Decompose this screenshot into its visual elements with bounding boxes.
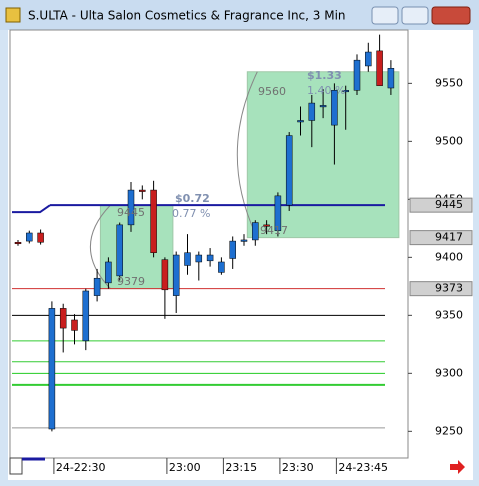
level-step bbox=[12, 204, 51, 214]
candle-body bbox=[342, 90, 349, 93]
candle-body bbox=[319, 105, 327, 108]
y-tick-label: 9400 bbox=[435, 250, 463, 263]
x-tick-label: 23:15 bbox=[225, 461, 257, 474]
candle-body bbox=[161, 259, 169, 291]
candle-body bbox=[48, 308, 56, 430]
candle-body bbox=[218, 261, 225, 273]
candle-body bbox=[285, 135, 293, 206]
annotation: 9379 bbox=[117, 275, 145, 288]
candle-body bbox=[240, 239, 248, 242]
candle-body bbox=[172, 254, 180, 296]
y-tick-label: 9300 bbox=[435, 366, 463, 379]
candle-body bbox=[229, 240, 236, 259]
candle-body bbox=[105, 261, 112, 284]
candle-body bbox=[195, 254, 203, 263]
candle-body bbox=[82, 290, 90, 342]
window-title: S.ULTA - Ulta Salon Cosmetics & Fragranc… bbox=[28, 9, 346, 23]
scroll-box[interactable] bbox=[9, 457, 23, 475]
candle-body bbox=[37, 232, 44, 243]
candle-body bbox=[387, 68, 395, 89]
x-tick-label: 23:30 bbox=[282, 461, 314, 474]
candle-body bbox=[116, 224, 123, 277]
annotation: 1.40 % bbox=[307, 84, 345, 97]
title-bar bbox=[0, 0, 479, 30]
candle-body bbox=[139, 189, 146, 192]
candle-body bbox=[93, 277, 101, 296]
price-marker-label: 9373 bbox=[435, 282, 463, 295]
price-marker bbox=[409, 230, 473, 246]
candle-body bbox=[252, 222, 259, 241]
y-tick-label: 9550 bbox=[435, 76, 463, 89]
candle-body bbox=[297, 120, 304, 123]
highlight-box bbox=[99, 204, 174, 290]
range-arc bbox=[90, 204, 111, 290]
y-tick-label: 9350 bbox=[435, 308, 463, 321]
candle-body bbox=[184, 252, 191, 266]
candle-body bbox=[26, 232, 33, 242]
y-tick-label: 9250 bbox=[435, 424, 463, 437]
minimize-button[interactable] bbox=[371, 6, 399, 25]
range-arc bbox=[236, 71, 258, 238]
candle-body bbox=[365, 51, 372, 67]
x-tick-label: 24-23:45 bbox=[338, 461, 388, 474]
y-tick-label: 9500 bbox=[435, 134, 463, 147]
price-marker bbox=[409, 197, 473, 213]
candle-body bbox=[71, 319, 78, 331]
annotation: 9417 bbox=[260, 224, 288, 237]
annotation: $1.33 bbox=[307, 69, 342, 82]
scroll-arrow[interactable] bbox=[450, 460, 465, 474]
x-tick-label: 24-22:30 bbox=[56, 461, 106, 474]
candle-body bbox=[206, 254, 214, 262]
candle-body bbox=[353, 59, 361, 91]
close-button[interactable] bbox=[431, 6, 471, 25]
annotation: 9560 bbox=[258, 85, 286, 98]
price-marker bbox=[409, 281, 473, 297]
price-marker-label: 9417 bbox=[435, 231, 463, 244]
candle-body bbox=[263, 224, 270, 227]
annotation: $0.72 bbox=[175, 192, 210, 205]
candle-body bbox=[376, 50, 383, 86]
candle-body bbox=[59, 308, 67, 329]
app-icon bbox=[5, 7, 21, 23]
annotation: 9445 bbox=[117, 206, 145, 219]
candle-body bbox=[14, 242, 22, 245]
candle-body bbox=[127, 189, 135, 226]
price-marker-label: 9445 bbox=[435, 198, 463, 211]
candle-body bbox=[274, 195, 282, 231]
maximize-button[interactable] bbox=[401, 6, 429, 25]
x-tick-label: 23:00 bbox=[169, 461, 201, 474]
candle-body bbox=[150, 189, 157, 253]
annotation: 0.77 % bbox=[172, 207, 210, 220]
candle-body bbox=[308, 102, 316, 121]
candle-body bbox=[331, 90, 338, 126]
